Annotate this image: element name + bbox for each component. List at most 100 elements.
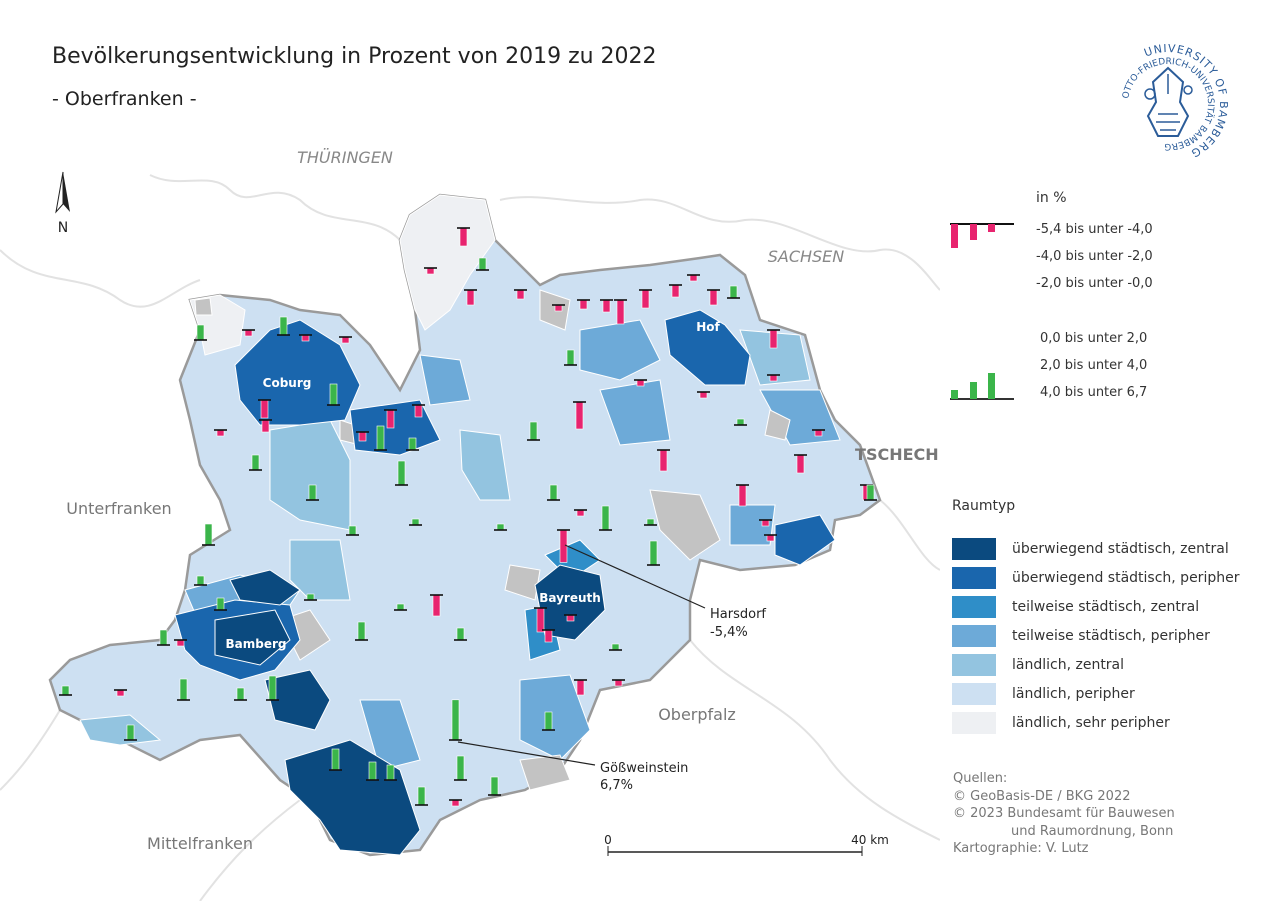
legend-swatch (952, 567, 996, 589)
change-bars (59, 227, 877, 807)
callout-goessweinstein-value: 6,7% (600, 778, 633, 793)
callout-line-harsdorf (564, 544, 706, 609)
growth-bar (331, 748, 340, 771)
growth-bar (61, 685, 70, 696)
legend-class-1: -5,4 bis unter -4,0 (1036, 222, 1153, 237)
decline-bar (579, 299, 588, 310)
decline-bar (576, 509, 585, 517)
district-partly-urban-peripheral (359, 699, 421, 771)
legend-raumtyp-item: ländlich, peripher (952, 683, 1135, 705)
label-oberpfalz: Oberpfalz (658, 705, 736, 724)
growth-bar (376, 425, 385, 451)
growth-bar (204, 523, 213, 546)
legend-label: ländlich, peripher (1012, 686, 1135, 702)
decline-bar (176, 639, 185, 647)
district-rural-very-peripheral (399, 194, 496, 331)
label-sachsen: SACHSEN (768, 247, 845, 266)
decline-bar (414, 404, 423, 418)
decline-bar (616, 299, 625, 325)
neighbor-borders (0, 174, 940, 901)
legend-label: teilweise städtisch, peripher (1012, 628, 1210, 644)
legend-raumtyp-item: teilweise städtisch, peripher (952, 625, 1210, 647)
growth-bar (279, 316, 288, 336)
legend-label: überwiegend städtisch, zentral (1012, 541, 1229, 557)
growth-bar (196, 575, 205, 586)
decline-bar (261, 419, 270, 433)
unincorporated-areas (194, 289, 791, 791)
decline-bar (575, 401, 584, 430)
university-seal-logo: UNIVERSITY OF BAMBERG OTTO-FRIEDRICH-UNI… (1121, 44, 1228, 160)
district-partly-urban-peripheral (729, 504, 776, 546)
legend-raumtyp-item: ländlich, zentral (952, 654, 1124, 676)
decline-bar (641, 289, 650, 309)
growth-bar (251, 454, 260, 471)
callout-harsdorf-name: Harsdorf (710, 607, 766, 622)
growth-bar (649, 540, 658, 566)
decline-bar (341, 336, 350, 344)
growth-bar (736, 418, 745, 426)
decline-bar (738, 484, 747, 507)
growth-bar (456, 627, 465, 641)
growth-bar (408, 437, 417, 451)
district-selb (774, 514, 836, 566)
growth-bar (456, 755, 465, 781)
district-rural-central (79, 714, 162, 746)
growth-bar (451, 699, 460, 741)
growth-bar (236, 687, 245, 701)
decline-bar (536, 607, 545, 633)
decline-bar (216, 429, 225, 437)
decline-bar (602, 299, 611, 313)
legend-raumtyp-item: überwiegend städtisch, peripher (952, 567, 1239, 589)
decline-bar (614, 679, 623, 687)
legend-class-2: -4,0 bis unter -2,0 (1036, 249, 1153, 264)
growth-bar (490, 776, 499, 796)
district-bamberg-core (214, 609, 291, 666)
growth-bar (126, 724, 135, 741)
legend-unit: in % (1036, 190, 1067, 206)
legend-label: ländlich, sehr peripher (1012, 715, 1170, 731)
scale-bar: 0 40 km (604, 833, 889, 856)
growth-bar (478, 257, 487, 271)
legend-swatch (952, 625, 996, 647)
growth-bar (601, 505, 610, 531)
growth-bar (329, 383, 338, 406)
growth-bar (866, 484, 875, 501)
sources-line: und Raumordnung, Bonn (1011, 823, 1174, 839)
legend-swatch (952, 596, 996, 618)
sources-heading: Quellen: (953, 771, 1008, 786)
growth-bar (396, 603, 405, 611)
legend-class-3: -2,0 bis unter -0,0 (1036, 276, 1153, 291)
decline-bar (451, 799, 460, 807)
growth-bar (397, 460, 406, 486)
svg-text:40 km: 40 km (851, 833, 889, 847)
district-partly-urban-peripheral (739, 329, 811, 386)
legend-positive-bars (950, 373, 1014, 400)
city-label-coburg: Coburg (263, 376, 312, 390)
decline-bar (796, 454, 805, 474)
growth-bar (566, 349, 575, 366)
legend-raumtyp-item: teilweise städtisch, zentral (952, 596, 1199, 618)
decline-bar (566, 614, 575, 622)
decline-bar (671, 284, 680, 298)
decline-bar (466, 289, 475, 306)
legend-class-5: 2,0 bis unter 4,0 (1040, 358, 1148, 373)
growth-bar (646, 518, 655, 526)
decline-bar (116, 689, 125, 697)
growth-bar (308, 484, 317, 501)
district-rural-central (289, 539, 351, 601)
city-label-bamberg: Bamberg (226, 637, 287, 651)
label-tschechien: TSCHECHIEN (855, 445, 940, 464)
growth-bar (368, 761, 377, 781)
decline-bar (554, 304, 563, 312)
growth-bar (196, 324, 205, 341)
decline-bar (769, 374, 778, 382)
decline-bar (459, 227, 468, 247)
district-lichtenfels (229, 569, 301, 606)
decline-bar (576, 679, 585, 696)
decline-bar (244, 329, 253, 337)
growth-bar (411, 518, 420, 526)
legend-label: ländlich, zentral (1012, 657, 1125, 673)
growth-bar (159, 629, 168, 646)
north-arrow-icon: N (55, 171, 70, 236)
city-label-hof: Hof (696, 320, 720, 334)
